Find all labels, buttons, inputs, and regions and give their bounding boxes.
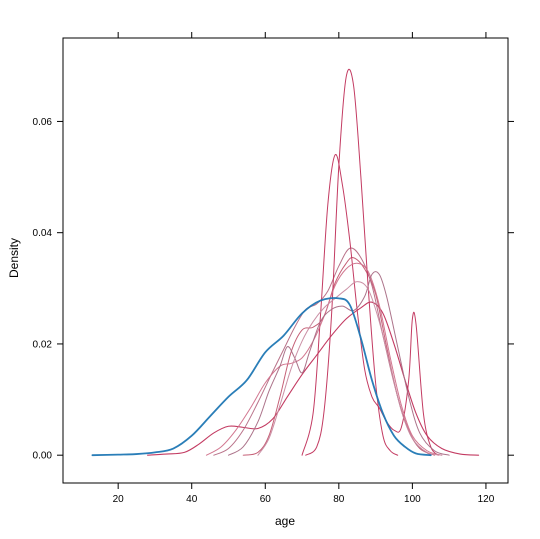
- density-curve-6: [305, 68, 399, 456]
- density-curve-2: [147, 301, 480, 456]
- x-tick-label: 80: [333, 494, 345, 505]
- y-tick-label: 0.06: [33, 117, 53, 128]
- density-curve-8: [228, 271, 450, 456]
- y-tick-label: 0.00: [33, 451, 53, 462]
- plot-frame: [62, 37, 509, 484]
- density-curve-1: [91, 297, 432, 457]
- x-tick-label: 120: [478, 494, 495, 505]
- x-axis-ticks: 20 40 60 80 100 120: [113, 32, 495, 505]
- x-tick-label: 20: [113, 494, 125, 505]
- y-tick-label: 0.04: [33, 228, 53, 239]
- x-tick-label: 100: [404, 494, 421, 505]
- x-tick-label: 60: [260, 494, 272, 505]
- x-tick-label: 40: [186, 494, 198, 505]
- series-layer: [91, 68, 480, 457]
- density-curve-3: [242, 257, 435, 456]
- plot-border: [62, 37, 509, 484]
- density-curve-7: [205, 262, 443, 456]
- density-curve-5: [301, 154, 439, 456]
- y-tick-label: 0.02: [33, 339, 53, 350]
- x-axis-title: age: [275, 514, 295, 528]
- y-axis-title: Density: [7, 238, 21, 278]
- density-curve-9: [257, 281, 443, 456]
- y-axis-ticks: 0.00 0.02 0.04 0.06: [33, 117, 514, 462]
